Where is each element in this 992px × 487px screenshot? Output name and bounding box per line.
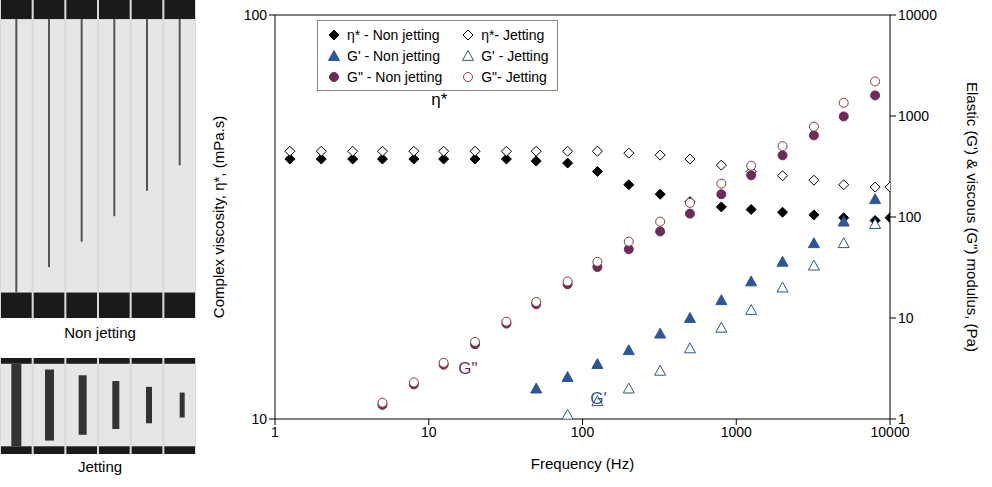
svg-text:100: 100: [898, 209, 922, 225]
svg-text:1000: 1000: [898, 108, 929, 124]
svg-text:G': G': [590, 389, 606, 408]
svg-text:Frequency (Hz): Frequency (Hz): [531, 455, 634, 472]
svg-text:1: 1: [898, 411, 906, 427]
html-text:G' - Non jetting: G' - Non jetting: [347, 47, 440, 64]
html-text:G" - Non jetting: G" - Non jetting: [347, 68, 443, 85]
svg-text:100: 100: [571, 424, 595, 440]
svg-text:100: 100: [244, 7, 268, 23]
svg-text:10000: 10000: [870, 423, 910, 440]
svg-text:10000: 10000: [898, 7, 937, 23]
svg-text:η*: η*: [431, 90, 447, 109]
html-text:Jetting: Jetting: [77, 458, 123, 475]
html-text:η*- Jetting: η*- Jetting: [481, 26, 545, 43]
svg-text:1: 1: [271, 424, 279, 440]
svg-text:Complex viscosity, η*, (mPa.s): Complex viscosity, η*, (mPa.s): [210, 116, 227, 318]
html-text:η* - Non jetting: η* - Non jetting: [347, 26, 440, 43]
svg-text:Elastic (G') & viscous (G") mo: Elastic (G') & viscous (G") modulus, (Pa…: [964, 82, 981, 352]
svg-text:10: 10: [898, 310, 914, 326]
html-text:G"- Jetting: G"- Jetting: [481, 68, 547, 85]
svg-text:1000: 1000: [721, 424, 752, 440]
svg-text:10: 10: [421, 424, 437, 440]
svg-text:10: 10: [251, 411, 267, 427]
html-text:Non jetting: Non jetting: [64, 324, 136, 341]
html-text:G' - Jetting: G' - Jetting: [481, 47, 549, 64]
svg-text:G": G": [458, 359, 477, 378]
